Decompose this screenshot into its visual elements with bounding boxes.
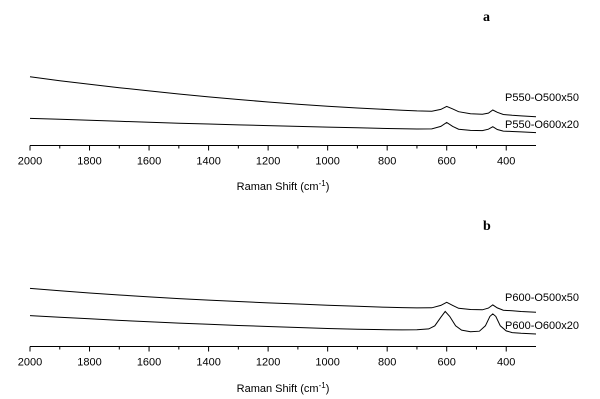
series-line-1 bbox=[29, 76, 537, 118]
x-tick-label: 1200 bbox=[256, 156, 280, 168]
x-tick-label: 600 bbox=[438, 357, 456, 369]
panel-b: b P600-O500x50 P600-O600x20 2000 1800 1600 1… bbox=[18, 219, 579, 395]
x-axis-ticks: 2000 1800 1600 1400 1200 1000 800 600 400 bbox=[18, 346, 515, 369]
series-line-1 bbox=[29, 287, 537, 313]
x-tick-label: 400 bbox=[497, 357, 515, 369]
series-label-2: P600-O600x20 bbox=[505, 320, 579, 332]
x-tick-label: 1400 bbox=[196, 156, 220, 168]
x-axis-label: Raman Shift (cm-1) bbox=[237, 381, 330, 395]
x-tick-label: 1000 bbox=[315, 156, 339, 168]
x-tick-label: 1600 bbox=[137, 357, 161, 369]
x-tick-label: 600 bbox=[438, 156, 456, 168]
x-tick-label: 1800 bbox=[77, 357, 101, 369]
series-label-2: P550-O600x20 bbox=[505, 119, 579, 131]
x-tick-label: 2000 bbox=[18, 156, 42, 168]
panel-a: a P550-O500x50 P550-O600x20 2000 1800 1600 1… bbox=[18, 10, 579, 193]
series-labels: P550-O500x50 P550-O600x20 bbox=[505, 92, 579, 131]
x-tick-label: 400 bbox=[497, 156, 515, 168]
panel-label: a bbox=[483, 10, 490, 25]
x-tick-label: 1800 bbox=[77, 156, 101, 168]
series-line-2 bbox=[29, 310, 537, 335]
x-tick-label: 2000 bbox=[18, 357, 42, 369]
x-tick-label: 1600 bbox=[137, 156, 161, 168]
curves bbox=[29, 76, 537, 134]
curves bbox=[29, 287, 537, 335]
x-axis-label: Raman Shift (cm-1) bbox=[237, 179, 330, 193]
x-tick-label: 1400 bbox=[196, 357, 220, 369]
panel-label: b bbox=[483, 219, 491, 234]
series-label-1: P600-O500x50 bbox=[505, 292, 579, 304]
x-tick-label: 800 bbox=[378, 357, 396, 369]
series-line-2 bbox=[29, 117, 537, 134]
x-tick-label: 1200 bbox=[256, 357, 280, 369]
x-tick-label: 800 bbox=[378, 156, 396, 168]
x-tick-label: 1000 bbox=[315, 357, 339, 369]
series-labels: P600-O500x50 P600-O600x20 bbox=[505, 292, 579, 332]
x-axis-ticks: 2000 1800 1600 1400 1200 1000 800 600 400 bbox=[18, 145, 515, 168]
series-label-1: P550-O500x50 bbox=[505, 92, 579, 104]
